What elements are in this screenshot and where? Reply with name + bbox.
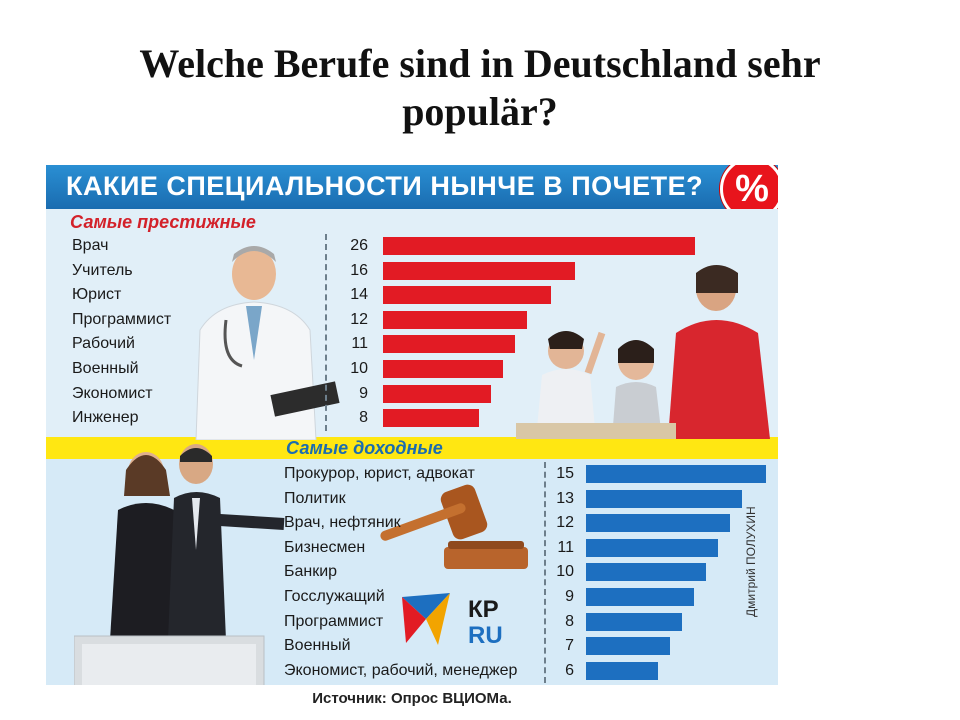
income-bar [586,489,742,508]
prestige-bar [383,261,575,280]
income-category-label: Банкир [284,563,338,581]
prestige-value-label: 11 [351,335,368,353]
income-category-label: Бизнесмен [284,538,366,556]
income-value-label: 8 [565,612,574,630]
infographic-header: КАКИЕ СПЕЦИАЛЬНОСТИ НЫНЧЕ В ПОЧЕТЕ? [66,171,704,201]
income-bar [586,465,766,483]
income-bar [586,514,730,533]
prestige-category-label: Юрист [72,286,122,304]
income-category-label: Военный [284,637,351,655]
prestige-value-label: 26 [350,237,368,254]
income-bar [586,563,706,582]
source-note: Источник: Опрос ВЦИОМа. [46,685,778,712]
header-band: КАКИЕ СПЕЦИАЛЬНОСТИ НЫНЧЕ В ПОЧЕТЕ? [46,165,778,209]
income-bar [586,612,682,631]
income-bar [586,538,718,557]
prestige-bar [383,360,503,378]
income-category-label: Госслужащий [284,588,385,605]
kp-ru-logo: КР RU [402,593,503,649]
svg-text:КР: КР [468,596,499,623]
income-category-label: Прокурор, юрист, адвокат [284,465,475,482]
slide-title: Welche Berufe sind in Deutschland sehr p… [139,41,821,134]
classroom-illustration [516,265,770,439]
prestige-category-label: Инженер [72,409,139,427]
prestige-category-label: Врач [72,237,109,254]
prestige-bar [383,237,695,255]
doctor-illustration [195,246,340,440]
income-category-label: Экономист, рабочий, менеджер [284,661,518,679]
income-category-label: Программист [284,612,384,630]
svg-text:RU: RU [468,622,503,649]
prestige-value-label: 14 [350,286,368,304]
income-value-label: 6 [565,661,574,679]
prestige-value-label: 9 [359,384,368,402]
prestige-value-label: 10 [350,360,368,377]
prestige-category-label: Рабочий [72,335,135,353]
income-bar [586,661,658,680]
income-header-band [46,437,778,459]
prestige-bar [383,310,527,329]
income-value-label: 7 [565,637,574,655]
prestige-section-title: Самые престижные [70,212,256,232]
prestige-value-label: 12 [350,310,368,328]
prestige-divider [325,234,327,431]
income-bar [586,637,670,656]
income-value-label: 12 [556,514,574,532]
prestige-category-label: Военный [72,360,139,377]
income-bar [586,588,694,606]
prestige-bar [383,335,515,354]
gavel-icon [380,484,528,569]
prestige-value-label: 16 [350,261,368,279]
prestige-bar [383,409,479,428]
income-section-title: Самые доходные [286,438,443,458]
income-value-label: 10 [556,563,574,581]
prestige-category-label: Программист [72,310,172,328]
income-value-label: 9 [565,588,574,605]
business-people-illustration [74,444,285,707]
income-category-label: Политик [284,489,346,507]
income-value-label: 11 [557,538,574,556]
prestige-category-label: Учитель [72,261,133,279]
prestige-bar [383,384,491,403]
income-divider [544,462,546,684]
prestige-bar [383,286,551,305]
prestige-category-label: Экономист [72,384,153,402]
infographic: КАКИЕ СПЕЦИАЛЬНОСТИ НЫНЧЕ В ПОЧЕТЕ? % [46,165,778,712]
income-value-label: 15 [556,465,574,482]
income-category-label: Врач, нефтяник [284,514,401,532]
photo-credit: Дмитрий ПОЛУХИН [744,506,758,617]
prestige-value-label: 8 [359,409,368,427]
income-value-label: 13 [556,489,574,507]
